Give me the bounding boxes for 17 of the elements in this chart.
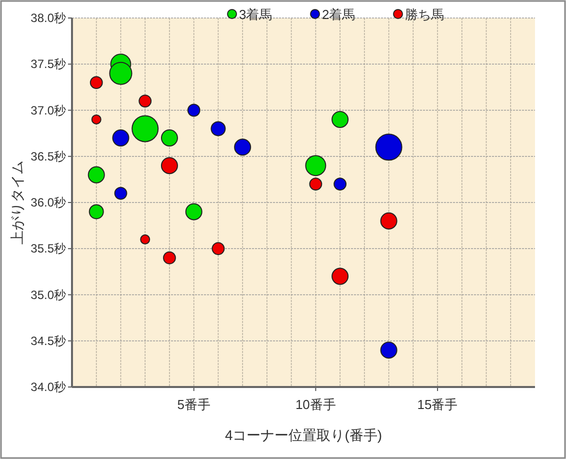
- y-tick-label: 35.0秒: [30, 288, 66, 302]
- y-axis-title: 上がりタイム: [9, 160, 25, 244]
- legend-label: 2着馬: [322, 7, 356, 22]
- y-tick-label: 36.5秒: [30, 149, 66, 164]
- x-tick-label: 15番手: [417, 397, 458, 412]
- legend-label: 勝ち馬: [405, 7, 444, 22]
- x-axis-title: 4コーナー位置取り(番手): [224, 427, 382, 443]
- y-tick-label: 37.5秒: [30, 57, 66, 72]
- x-tick-label: 10番手: [295, 397, 336, 412]
- x-tick-label: 5番手: [177, 397, 210, 412]
- legend-label: 3着馬: [239, 7, 272, 22]
- y-tick-label: 34.0秒: [30, 380, 66, 394]
- y-tick-label: 35.5秒: [30, 242, 66, 256]
- y-tick-label: 37.0秒: [30, 103, 66, 118]
- y-tick-label: 36.0秒: [30, 196, 66, 210]
- y-tick-label: 38.0秒: [30, 11, 66, 25]
- y-tick-label: 34.5秒: [30, 334, 66, 348]
